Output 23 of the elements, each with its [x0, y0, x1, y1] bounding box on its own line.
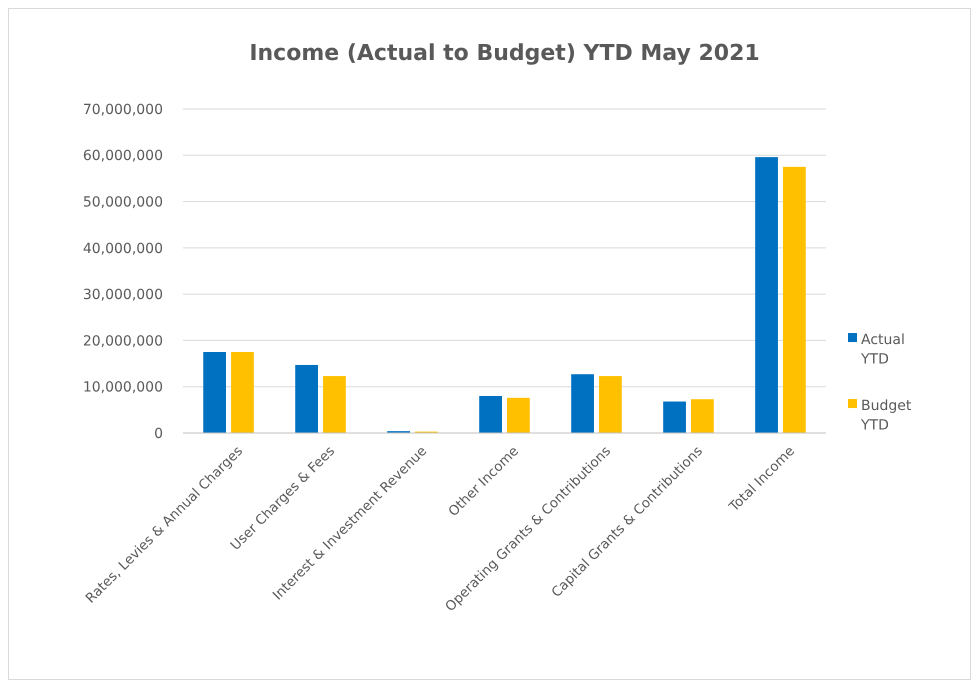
y-tick-label: 50,000,000 — [82, 194, 163, 210]
bar — [599, 376, 622, 433]
bar — [663, 402, 686, 433]
y-tick-label: 30,000,000 — [82, 287, 163, 304]
bar — [691, 399, 714, 433]
bar — [231, 352, 254, 433]
bar — [323, 376, 346, 433]
bar — [782, 166, 806, 433]
bar — [295, 364, 318, 433]
chart-title: Income (Actual to Budget) YTD May 2021 — [249, 41, 760, 66]
legend-label: Actual YTD — [860, 332, 905, 368]
y-tick-label: 10,000,000 — [82, 380, 163, 396]
y-tick-label: 40,000,000 — [82, 240, 163, 257]
y-tick-label: 70,000,000 — [82, 102, 163, 118]
legend-label: Budget YTD — [860, 398, 912, 434]
bar — [507, 398, 530, 433]
bar — [571, 374, 594, 433]
y-tick-label: 0 — [154, 426, 163, 442]
y-tick-label: 60,000,000 — [82, 148, 163, 164]
bar — [479, 396, 502, 433]
y-tick-label: 20,000,000 — [82, 333, 163, 350]
bar — [755, 157, 778, 433]
bar — [203, 352, 226, 433]
